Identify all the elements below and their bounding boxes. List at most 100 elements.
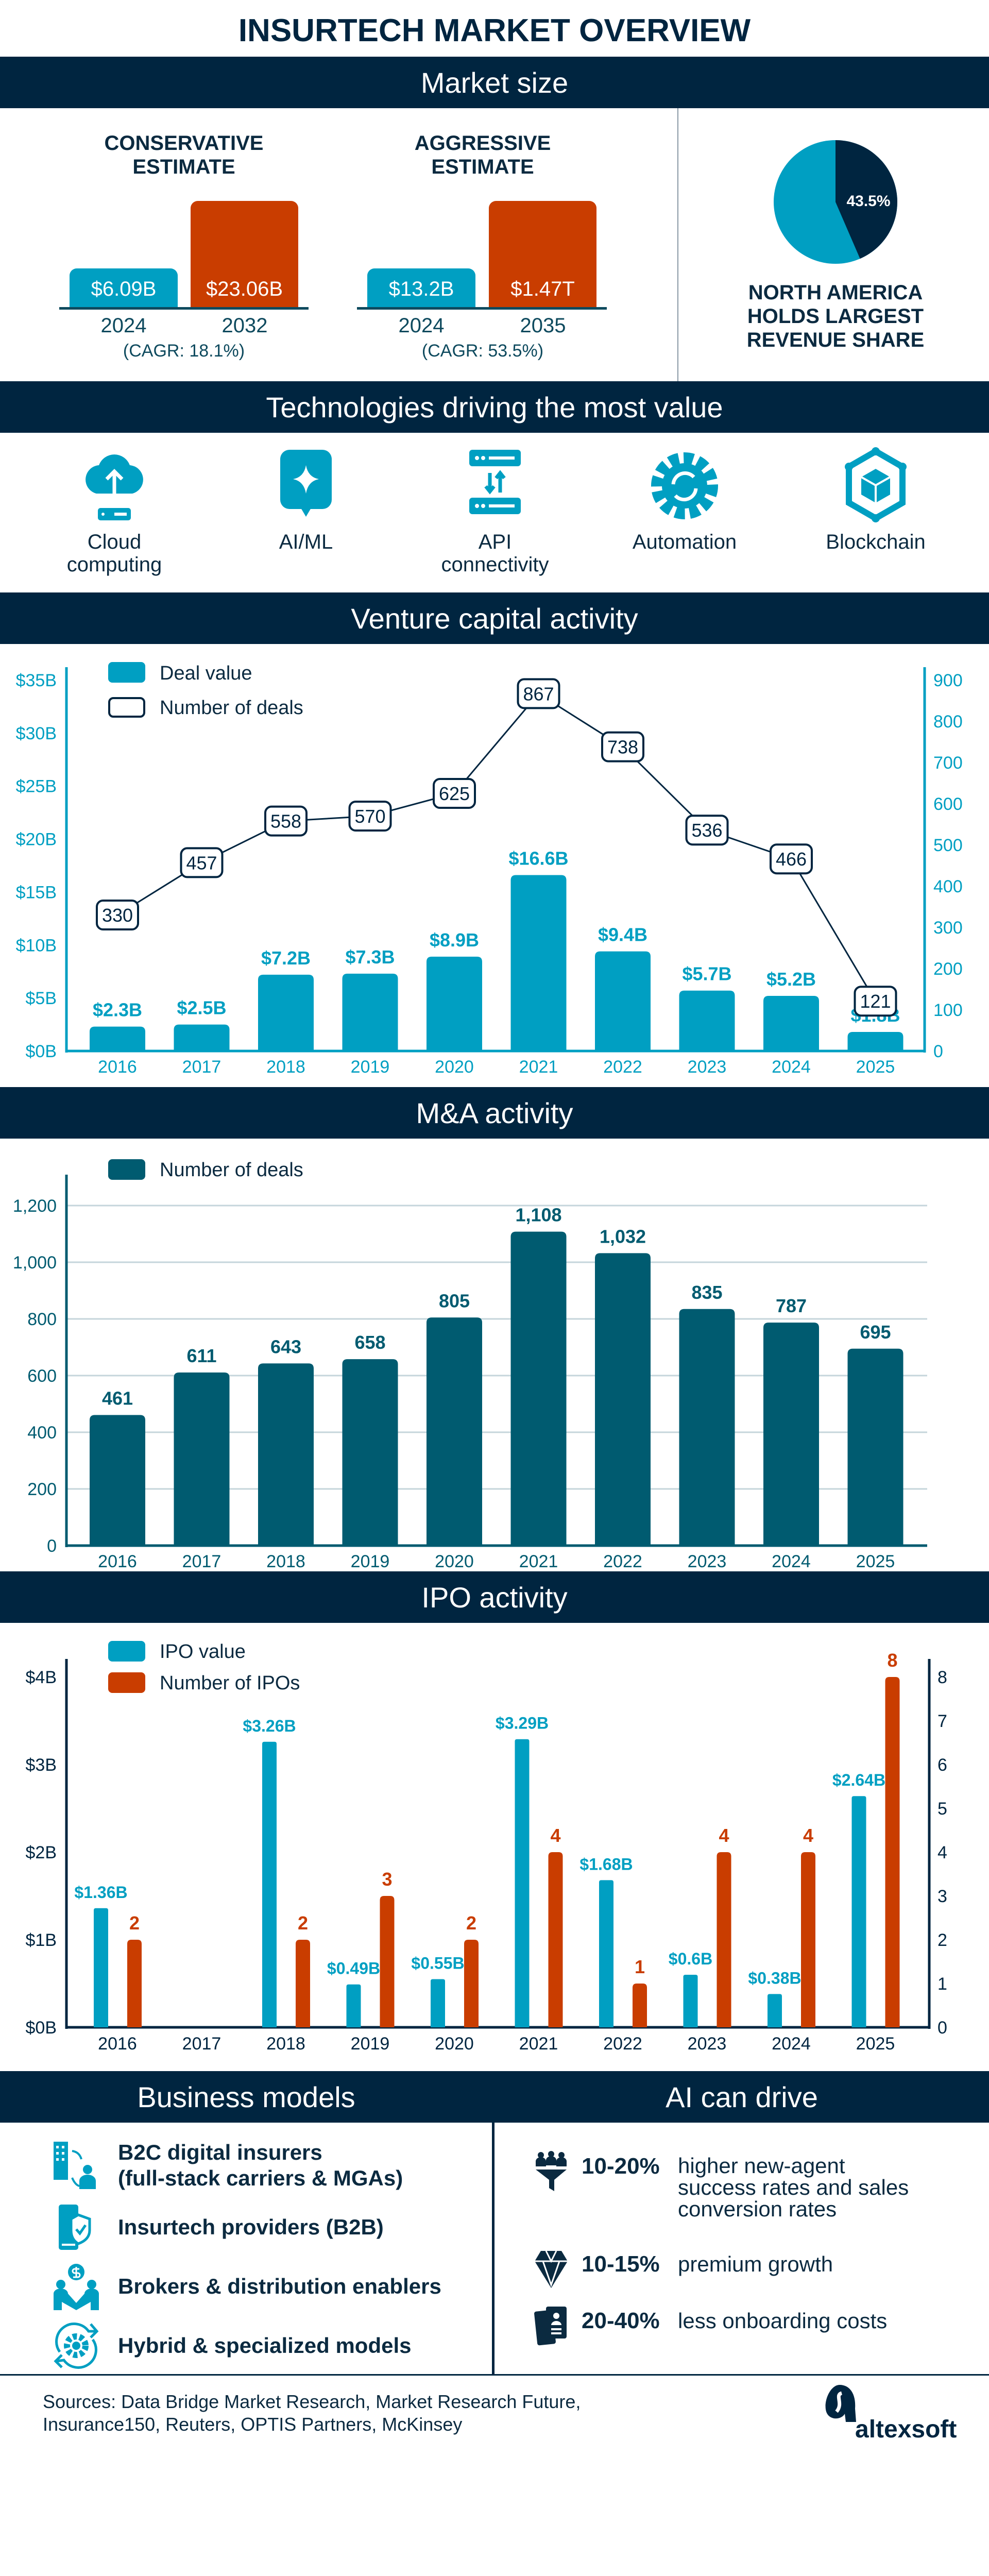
deal-value-bar	[90, 1026, 145, 1051]
ipo-count-bar	[380, 1896, 395, 2027]
x-tick: 2017	[182, 1552, 221, 1571]
deal-count-label: 461	[102, 1387, 133, 1409]
deal-count-label: 558	[270, 811, 301, 832]
legend-swatch-deal-value	[108, 662, 145, 683]
item-label: (full-stack carriers & MGAs)	[118, 2166, 403, 2190]
deal-value-label: $8.9B	[430, 929, 479, 951]
title-line: ESTIMATE	[431, 156, 534, 178]
x-tick: 2021	[519, 1552, 558, 1571]
y-right-tick: 100	[933, 1001, 963, 1020]
tech-label: connectivity	[441, 553, 549, 576]
ipo-value-bar	[94, 1908, 108, 2027]
deal-count-bar	[258, 1363, 314, 1546]
phone-shield-icon	[59, 2205, 91, 2250]
y-right-tick: 3	[937, 1887, 947, 1906]
y-tick: 1,200	[13, 1196, 57, 1216]
y-left-tick: $35B	[16, 671, 57, 690]
ipo-count-bar	[127, 1940, 142, 2027]
tech-label: Blockchain	[826, 531, 926, 553]
deal-count-label: 805	[439, 1290, 470, 1311]
tech-label: computing	[66, 553, 162, 576]
broker-handshake-icon	[54, 2264, 99, 2310]
ipo-count-label: 4	[719, 1825, 729, 1846]
ai-description: premium growth	[678, 2252, 833, 2276]
x-tick: 2024	[772, 2034, 811, 2054]
deal-count-marker	[685, 815, 729, 846]
tech-ai-ml: AI/ML	[229, 531, 383, 553]
y-left-tick: $2B	[26, 1843, 57, 1862]
x-tick: 2020	[435, 2034, 474, 2054]
x-tick: 2023	[688, 1552, 727, 1571]
bar-2024: $6.09B	[70, 268, 178, 308]
ipo-count-bar	[717, 1852, 731, 2027]
ipo-value-bar	[683, 1975, 698, 2027]
y-right-tick: 7	[937, 1711, 947, 1731]
x-tick: 2023	[688, 2034, 727, 2054]
deal-count-label: 643	[270, 1336, 301, 1357]
business-model-hybrid: Hybrid & specialized models	[118, 2333, 412, 2358]
ipo-count-label: 2	[466, 1912, 476, 1934]
x-tick: 2020	[435, 1057, 474, 1077]
ipo-value-label: $3.26B	[243, 1717, 296, 1735]
business-model-b2b: Insurtech providers (B2B)	[118, 2215, 384, 2239]
ai-percent: 20-40%	[582, 2308, 660, 2333]
gear-cycle-icon	[54, 2323, 99, 2369]
deal-value-label: $5.2B	[766, 969, 816, 990]
conservative-title: CONSERVATIVE ESTIMATE	[55, 131, 313, 179]
cagr-label: (CAGR: 18.1%)	[123, 341, 245, 361]
x-tick: 2016	[98, 2034, 137, 2054]
deal-count-label: 1,108	[515, 1205, 561, 1226]
section-header-technologies: Technologies driving the most value	[0, 381, 989, 433]
x-tick: 2020	[435, 1552, 474, 1571]
cloud-upload-icon	[86, 454, 143, 520]
y-right-tick: 5	[937, 1799, 947, 1819]
ai-description: less onboarding costs	[678, 2309, 888, 2333]
ipo-value-bar	[431, 1979, 445, 2027]
deal-count-label: 625	[439, 783, 470, 804]
deal-count-label: 738	[607, 737, 638, 758]
deal-count-label: 570	[354, 806, 385, 827]
baseline	[357, 307, 607, 310]
deal-value-bar	[595, 951, 651, 1051]
desc-line: conversion rates	[678, 2197, 837, 2221]
sources-line: Insurance150, Reuters, OPTIS Partners, M…	[43, 2414, 463, 2435]
y-left-tick: $5B	[26, 989, 57, 1008]
deal-count-label: 835	[691, 1282, 722, 1303]
ipo-count-bar	[801, 1852, 815, 2027]
title-line: CONSERVATIVE	[104, 132, 264, 155]
year-label: 2035	[520, 314, 566, 337]
x-tick: 2019	[351, 1552, 390, 1571]
ipo-value-label: $3.29B	[496, 1714, 549, 1733]
y-left-tick: $0B	[26, 1042, 57, 1061]
deal-count-label: 466	[776, 849, 807, 870]
ipo-value-bar	[346, 1984, 361, 2027]
y-right-tick: 600	[933, 794, 963, 814]
deal-count-marker	[96, 900, 139, 930]
legend-label: Number of deals	[160, 697, 303, 719]
ipo-value-label: $0.49B	[327, 1959, 380, 1978]
people-funnel-icon	[536, 2151, 567, 2191]
x-tick: 2018	[266, 2034, 305, 2054]
section-header-market-size: Market size	[0, 57, 989, 108]
x-tick: 2024	[772, 1552, 811, 1571]
deal-count-label: 1,032	[600, 1226, 646, 1247]
x-tick: 2023	[688, 1057, 727, 1077]
x-tick: 2017	[182, 2034, 221, 2054]
y-right-tick: 200	[933, 959, 963, 979]
ipo-value-bar	[262, 1741, 277, 2027]
number-of-deals-line	[117, 692, 876, 1002]
x-tick: 2016	[98, 1057, 137, 1077]
year-label: 2024	[100, 314, 147, 337]
y-right-tick: 8	[937, 1668, 947, 1687]
sources-line: Sources: Data Bridge Market Research, Ma…	[43, 2391, 581, 2412]
y-tick: 200	[27, 1480, 57, 1499]
y-right-tick: 500	[933, 836, 963, 855]
ipo-count-bar	[633, 1984, 647, 2027]
x-tick: 2022	[603, 1552, 642, 1571]
y-tick: 800	[27, 1310, 57, 1329]
altexsoft-logo-text: altexsoft	[855, 2416, 957, 2443]
y-right-tick: 4	[937, 1843, 947, 1862]
deal-value-bar	[679, 990, 735, 1051]
ai-sparkle-icon	[280, 450, 332, 517]
y-left-tick: $0B	[26, 2018, 57, 2038]
